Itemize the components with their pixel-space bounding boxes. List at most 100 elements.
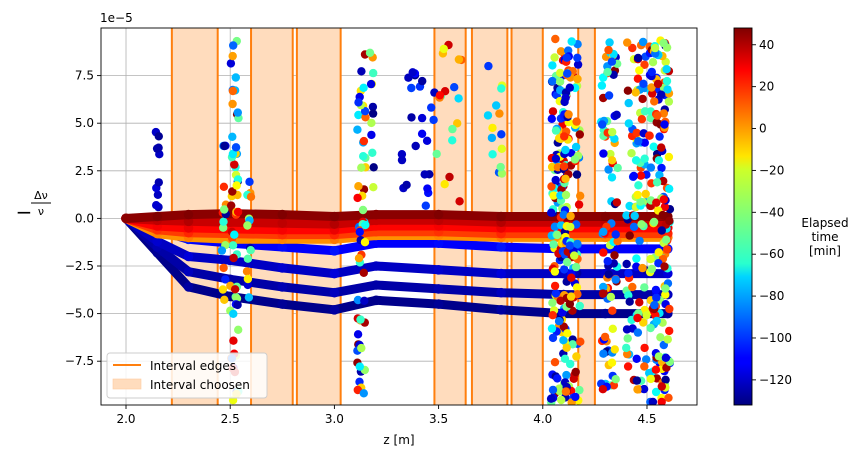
- scatter-point: [432, 149, 441, 159]
- scatter-point: [571, 367, 580, 377]
- scatter-point: [632, 376, 642, 385]
- y-label-minus: −: [16, 200, 33, 224]
- scatter-point: [610, 345, 619, 354]
- scatter-point: [368, 102, 378, 112]
- scatter-point: [547, 208, 556, 217]
- scatter-point: [220, 295, 229, 304]
- band-6-point-5: [329, 268, 340, 279]
- scatter-point: [454, 94, 463, 103]
- scatter-point: [417, 113, 427, 123]
- scatter-point: [640, 138, 649, 147]
- band-1-point-3: [225, 217, 235, 227]
- scatter-point: [359, 83, 368, 93]
- scatter-point: [357, 163, 366, 172]
- scatter-point: [565, 83, 574, 92]
- scatter-point: [623, 86, 633, 95]
- offset-label: 1e−5: [100, 11, 133, 25]
- scatter-column-13: [645, 36, 675, 405]
- scatter-point: [638, 263, 647, 273]
- scatter-point: [569, 374, 578, 383]
- scatter-point: [623, 362, 633, 371]
- y-tick-label-5: 5.0: [75, 116, 94, 130]
- scatter-point: [573, 53, 582, 62]
- scatter-point: [641, 189, 650, 199]
- band-5-point-6: [371, 238, 381, 248]
- scatter-point: [243, 280, 252, 290]
- scatter-point: [635, 236, 644, 246]
- scatter-point: [561, 387, 571, 396]
- scatter-point: [611, 275, 620, 284]
- scatter-point: [359, 136, 369, 146]
- scatter-point: [604, 91, 614, 100]
- scatter-point: [455, 197, 464, 206]
- scatter-point: [599, 248, 608, 257]
- scatter-point: [354, 254, 364, 263]
- scatter-point: [407, 83, 416, 93]
- band-8-point-10: [600, 308, 611, 319]
- scatter-point: [361, 220, 370, 230]
- scatter-point: [566, 222, 575, 232]
- band-8-point-6: [371, 295, 381, 306]
- scatter-point: [636, 197, 645, 206]
- band-0-point-1: [152, 211, 163, 222]
- scatter-point: [649, 217, 659, 227]
- scatter-point: [562, 257, 572, 267]
- scatter-point: [561, 190, 571, 200]
- scatter-point: [154, 178, 163, 187]
- band-5-point-5: [329, 246, 340, 256]
- scatter-point: [651, 387, 661, 397]
- scatter-point: [628, 282, 637, 292]
- scatter-point: [640, 283, 649, 292]
- scatter-point: [657, 163, 666, 173]
- scatter-point: [652, 178, 662, 187]
- scatter-point: [647, 67, 656, 77]
- scatter-point: [219, 182, 229, 191]
- x-tick-label-1: 2.5: [221, 412, 240, 426]
- scatter-point: [633, 74, 643, 83]
- scatter-point: [354, 110, 363, 120]
- scatter-point: [229, 336, 238, 345]
- scatter-point: [576, 337, 585, 346]
- scatter-point: [608, 127, 617, 137]
- scatter-point: [492, 101, 501, 110]
- scatter-point: [571, 262, 581, 272]
- scatter-point: [598, 289, 608, 298]
- colorbar-tick-label-4: −40: [759, 205, 784, 219]
- colorbar-tick-label-8: −120: [759, 373, 792, 387]
- scatter-point: [551, 34, 560, 44]
- scatter-point: [623, 38, 632, 47]
- scatter-point: [651, 285, 661, 295]
- scatter-point: [566, 211, 575, 221]
- scatter-point: [234, 325, 243, 334]
- scatter-point: [411, 141, 420, 151]
- scatter-point: [246, 246, 255, 255]
- scatter-point: [450, 83, 459, 92]
- scatter-point: [435, 91, 445, 100]
- scatter-point: [369, 68, 378, 78]
- scatter-point: [573, 290, 582, 299]
- scatter-point: [624, 269, 633, 278]
- scatter-point: [488, 150, 497, 159]
- scatter-point: [575, 301, 584, 311]
- scatter-point: [660, 262, 669, 271]
- scatter-point: [226, 59, 236, 68]
- scatter-point: [652, 316, 661, 326]
- scatter-point: [661, 375, 670, 384]
- band-6-point-8: [496, 268, 506, 279]
- scatter-point: [551, 154, 561, 163]
- band-6-point-4: [277, 263, 288, 273]
- scatter-point: [604, 270, 613, 279]
- scatter-point: [217, 246, 227, 255]
- scatter-point: [220, 141, 229, 151]
- colorbar-label-line-1: Elapsed: [801, 216, 848, 230]
- scatter-point: [366, 79, 376, 89]
- scatter-column-12: [622, 37, 651, 394]
- scatter-point: [640, 362, 649, 371]
- colorbar-label-line-3: [min]: [809, 244, 841, 258]
- scatter-point: [640, 60, 649, 69]
- y-tick-label-1: −5.0: [65, 307, 94, 321]
- scatter-point: [402, 180, 411, 190]
- scatter-point: [657, 226, 666, 235]
- scatter-point: [659, 109, 668, 118]
